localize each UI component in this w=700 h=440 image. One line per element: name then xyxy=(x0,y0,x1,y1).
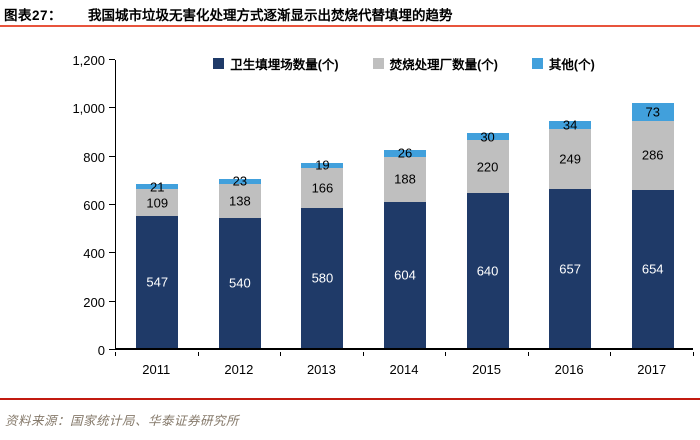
bar-segment: 30 xyxy=(466,129,509,145)
y-axis-label: 600 xyxy=(83,198,105,213)
bar-segment: 73 xyxy=(631,103,674,121)
bar-segment: 540 xyxy=(218,217,261,348)
bar-segment: 188 xyxy=(384,156,426,203)
x-axis-tick xyxy=(362,352,364,356)
legend-swatch-other xyxy=(531,58,543,69)
y-axis-tick xyxy=(109,204,115,205)
bar-segment: 21 xyxy=(136,180,179,193)
y-axis-label: 1,200 xyxy=(72,53,105,68)
legend-item-landfill: 卫生填埋场数量(个) xyxy=(213,54,339,73)
legend-item-other: 其他(个) xyxy=(531,54,595,73)
bar-stack-2013: 580 166 19 xyxy=(301,58,344,348)
bar-value-label: 654 xyxy=(641,261,664,277)
bar-value-label: 109 xyxy=(146,195,169,211)
bar-segment: 34 xyxy=(549,117,592,133)
x-axis-label: 2011 xyxy=(142,362,171,377)
y-axis-tick xyxy=(109,155,115,157)
bar-segment: 26 xyxy=(384,147,426,160)
bar-segment: 580 xyxy=(301,207,344,348)
title-underline xyxy=(0,25,700,27)
bar-value-label: 30 xyxy=(480,129,495,145)
x-axis-tick xyxy=(693,352,694,356)
bar-segment: 138 xyxy=(218,184,261,218)
bar-stack-2015: 640 220 30 xyxy=(466,58,509,348)
figure-header: 图表27： 我国城市垃圾无害化处理方式逐渐显示出焚烧代替填埋的趋势 xyxy=(4,4,696,24)
bar-value-label: 220 xyxy=(476,159,499,175)
bar-segment: 547 xyxy=(136,215,179,348)
x-axis-label: 2012 xyxy=(224,362,254,377)
legend-label-other: 其他(个) xyxy=(548,58,595,72)
x-axis-label: 2013 xyxy=(306,362,336,377)
legend-swatch-incineration xyxy=(372,58,384,69)
bar-value-label: 19 xyxy=(315,157,330,173)
bar-segment: 249 xyxy=(549,129,592,190)
bar-value-label: 640 xyxy=(476,263,499,279)
y-axis-label: 0 xyxy=(97,343,105,358)
bar-value-label: 547 xyxy=(146,274,169,290)
x-axis-label: 2016 xyxy=(554,362,584,377)
y-axis-tick xyxy=(109,300,115,302)
legend-label-incineration: 焚烧处理厂数量(个) xyxy=(389,58,498,72)
bar-value-label: 286 xyxy=(641,147,664,163)
y-axis-label: 400 xyxy=(83,246,105,262)
bar-stack-2011: 547 109 21 xyxy=(136,58,179,348)
bar-value-label: 657 xyxy=(559,261,581,277)
x-axis-label: 2017 xyxy=(637,362,667,377)
bar-stack-2014: 604 188 26 xyxy=(384,58,426,348)
source-note: 资料来源：国家统计局、华泰证券研究所 xyxy=(5,414,240,428)
bar-segment: 604 xyxy=(384,202,426,348)
x-axis-tick xyxy=(280,352,282,356)
x-axis-tick xyxy=(197,352,199,356)
legend-item-incineration: 焚烧处理厂数量(个) xyxy=(372,54,498,73)
bar-value-label: 34 xyxy=(562,117,578,133)
plot-area: 547 109 21 540 138 23 580 166 19 604 188 26 640 220 30… xyxy=(115,60,693,350)
bar-value-label: 23 xyxy=(232,173,248,189)
bar-segment: 640 xyxy=(466,193,509,348)
x-axis-tick xyxy=(527,352,529,356)
bar-value-label: 580 xyxy=(311,270,334,286)
bar-stack-2012: 540 138 23 xyxy=(218,58,261,348)
y-axis-tick xyxy=(109,349,115,350)
footer-rule xyxy=(0,398,700,400)
bar-segment: 657 xyxy=(549,189,592,348)
x-axis-tick xyxy=(115,352,116,356)
bar-value-label: 540 xyxy=(228,275,251,291)
figure-number: 图表27： xyxy=(4,8,63,23)
bar-value-label: 21 xyxy=(150,179,165,195)
bar-stack-2017: 654 286 73 xyxy=(631,58,674,348)
x-axis-label: 2015 xyxy=(472,362,502,377)
chart-legend: 卫生填埋场数量(个) 焚烧处理厂数量(个) 其他(个) xyxy=(115,54,693,73)
y-axis-tick xyxy=(109,107,115,109)
x-axis-tick xyxy=(610,352,612,356)
bar-stack-2016: 657 249 34 xyxy=(549,58,592,348)
bar-segment: 109 xyxy=(136,189,179,216)
bar-value-label: 73 xyxy=(645,104,660,120)
bar-segment: 23 xyxy=(218,175,261,188)
bar-segment: 654 xyxy=(631,189,674,348)
y-axis-label: 800 xyxy=(83,149,105,165)
bar-value-label: 249 xyxy=(559,151,581,167)
bar-segment: 166 xyxy=(301,167,344,208)
bar-segment: 19 xyxy=(301,159,344,172)
bar-value-label: 604 xyxy=(394,267,416,283)
bar-segment: 220 xyxy=(466,140,509,194)
bar-segment: 286 xyxy=(631,120,674,190)
x-axis-tick xyxy=(445,352,447,356)
y-axis-tick xyxy=(109,59,115,60)
x-axis-label: 2014 xyxy=(389,362,419,377)
figure-title: 我国城市垃圾无害化处理方式逐渐显示出焚烧代替填埋的趋势 xyxy=(88,8,453,23)
bar-value-label: 138 xyxy=(228,193,251,209)
bar-value-label: 26 xyxy=(397,145,413,161)
y-axis-tick xyxy=(109,252,115,254)
y-axis-label: 1,000 xyxy=(72,101,105,117)
legend-swatch-landfill xyxy=(213,58,225,69)
legend-label-landfill: 卫生填埋场数量(个) xyxy=(230,58,339,72)
bar-value-label: 188 xyxy=(394,171,416,187)
bar-value-label: 166 xyxy=(311,180,334,196)
y-axis-label: 200 xyxy=(83,294,105,310)
